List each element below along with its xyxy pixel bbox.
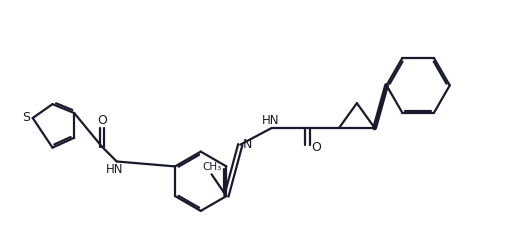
Text: HN: HN: [262, 114, 280, 127]
Text: HN: HN: [106, 163, 124, 176]
Text: O: O: [311, 141, 321, 154]
Text: CH₃: CH₃: [202, 162, 221, 173]
Text: O: O: [97, 114, 107, 127]
Text: N: N: [243, 138, 252, 151]
Text: S: S: [22, 110, 30, 123]
